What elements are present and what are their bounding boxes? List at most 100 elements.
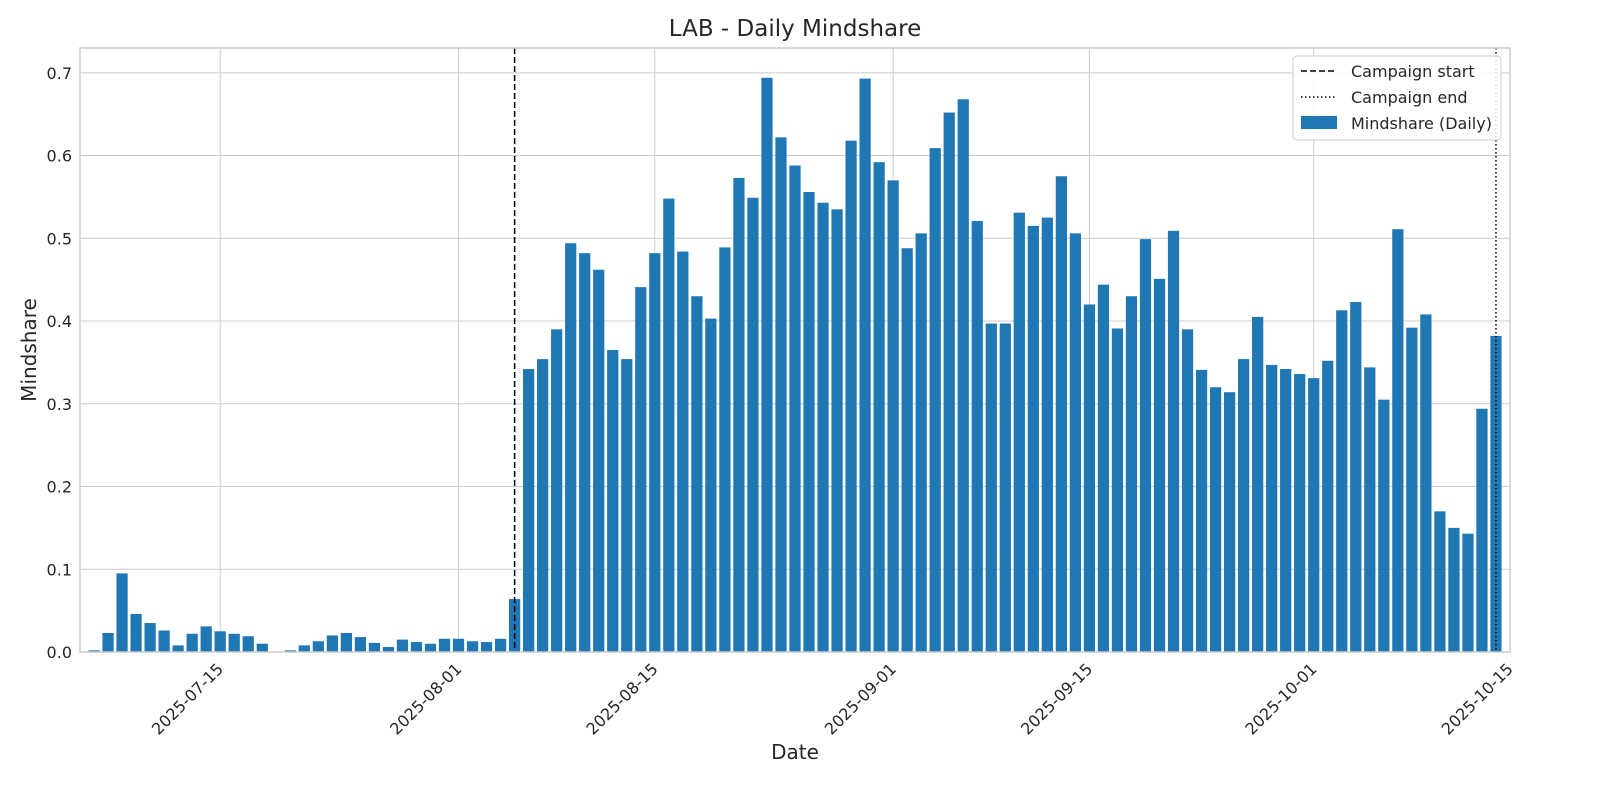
- legend-campaign-end-label: Campaign end: [1351, 88, 1468, 107]
- bar: [635, 287, 647, 652]
- bar: [158, 630, 170, 652]
- bar: [901, 248, 913, 652]
- bar: [775, 137, 787, 653]
- bar: [1448, 527, 1460, 652]
- plot-frame: [79, 47, 1511, 653]
- bar: [1111, 328, 1124, 652]
- y-tick-label: 0.4: [47, 312, 72, 331]
- bar: [551, 329, 563, 652]
- bar: [480, 642, 493, 652]
- bar: [1350, 302, 1362, 652]
- y-tick-label: 0.6: [47, 147, 72, 166]
- bar: [312, 641, 324, 652]
- bar: [354, 637, 366, 652]
- bar: [1434, 511, 1446, 652]
- bar: [494, 638, 507, 652]
- bar: [985, 323, 997, 652]
- bar: [999, 323, 1011, 652]
- bar: [1125, 296, 1138, 652]
- bar: [1195, 369, 1208, 652]
- bar: [1336, 310, 1348, 652]
- bar: [943, 112, 955, 652]
- bar: [677, 251, 689, 652]
- bar: [831, 209, 843, 652]
- bar: [102, 632, 114, 652]
- legend-mindshare-label: Mindshare (Daily): [1351, 114, 1492, 133]
- legend-mindshare-swatch: [1301, 116, 1337, 129]
- bar: [691, 296, 703, 652]
- bar: [1406, 327, 1418, 652]
- bar: [144, 623, 156, 652]
- bar: [396, 639, 409, 652]
- bar: [1167, 230, 1180, 652]
- bar: [761, 77, 773, 652]
- bar: [1153, 278, 1166, 652]
- x-tick-label: 2025-10-15: [1438, 659, 1517, 738]
- x-tick-label: 2025-08-15: [582, 659, 661, 738]
- legend-campaign-start-label: Campaign start: [1351, 62, 1475, 81]
- y-tick-label: 0.5: [47, 229, 72, 248]
- y-tick-label: 0.1: [47, 560, 72, 579]
- bar: [803, 191, 815, 653]
- legend: Campaign start Campaign end Mindshare (D…: [1292, 55, 1502, 141]
- bar: [1224, 392, 1236, 652]
- bar: [130, 613, 142, 652]
- x-tick-label: 2025-09-15: [1017, 659, 1096, 738]
- bar: [957, 99, 969, 652]
- bar: [607, 350, 619, 652]
- bar: [1490, 335, 1502, 652]
- bar: [242, 636, 254, 652]
- x-tick-label: 2025-08-01: [386, 659, 465, 738]
- vline-layer: [513, 48, 1497, 652]
- bar: [1364, 367, 1376, 652]
- bar: [186, 633, 198, 652]
- y-tick-label: 0.3: [47, 395, 72, 414]
- bar: [228, 633, 240, 652]
- bar: [452, 638, 465, 652]
- bar: [747, 197, 759, 652]
- x-tick-label: 2025-07-15: [148, 659, 227, 738]
- bar: [1392, 229, 1404, 652]
- bar: [845, 140, 857, 652]
- bar: [1252, 316, 1264, 652]
- chart-title: LAB - Daily Mindshare: [669, 16, 921, 42]
- bar: [466, 641, 479, 652]
- bar: [1308, 378, 1320, 652]
- bar: [1420, 314, 1432, 652]
- bar: [1476, 408, 1488, 652]
- bar: [817, 202, 829, 653]
- bar: [873, 162, 885, 652]
- bar: [1097, 284, 1110, 652]
- bar: [621, 359, 633, 652]
- bar: [579, 253, 591, 652]
- bar: [284, 650, 296, 652]
- bar: [1013, 212, 1025, 653]
- bar: [368, 642, 381, 652]
- bar: [410, 642, 423, 652]
- bar: [915, 233, 927, 653]
- bar: [1209, 387, 1222, 652]
- bar: [649, 253, 661, 652]
- bar: [929, 148, 941, 653]
- bar: [1139, 239, 1152, 652]
- bar: [1266, 364, 1278, 652]
- x-tick-labels: 2025-07-15 2025-08-01 2025-08-15 2025-09-01…: [148, 659, 1517, 738]
- y-tick-label: 0.2: [47, 478, 72, 497]
- bar: [593, 269, 605, 652]
- bar: [789, 165, 801, 652]
- bar: [565, 243, 577, 652]
- y-tick-label: 0.0: [47, 643, 72, 662]
- bar: [1238, 359, 1250, 652]
- bar: [719, 247, 731, 652]
- bar: [1027, 225, 1039, 652]
- bar: [1181, 329, 1194, 652]
- x-tick-label: 2025-10-01: [1241, 659, 1320, 738]
- legend-box: [1292, 55, 1502, 141]
- bar: [88, 650, 100, 652]
- bar: [1083, 304, 1096, 652]
- bar: [298, 645, 310, 652]
- bar: [1041, 217, 1053, 652]
- y-tick-labels: 0.0 0.1 0.2 0.3 0.4 0.5 0.6 0.7: [47, 64, 72, 662]
- bar: [214, 631, 226, 652]
